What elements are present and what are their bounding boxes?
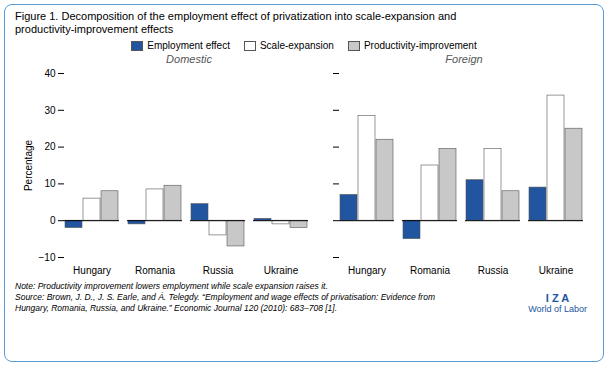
html-text:Employment effect: Employment effect — [147, 40, 230, 51]
svg-text:Russia: Russia — [203, 265, 234, 276]
html-text:Hungary, Romania, Russia, and: Hungary, Romania, Russia, and Ukraine.” … — [15, 303, 338, 313]
html-text:I Z A: I Z A — [545, 292, 570, 304]
svg-text:Ukraine: Ukraine — [264, 265, 299, 276]
svg-text:Romania: Romania — [135, 265, 175, 276]
html-text:World of Labor: World of Labor — [528, 304, 587, 314]
html-text:Foreign: Foreign — [445, 53, 483, 65]
svg-text:Romania: Romania — [410, 265, 450, 276]
svg-text:20: 20 — [44, 141, 56, 152]
html-text:Figure 1. Decomposition of the: Figure 1. Decomposition of the employmen… — [15, 10, 457, 22]
html-text:Scale-expansion: Scale-expansion — [259, 40, 334, 51]
html-text:Note: Productivity improvement: Note: Productivity improvement lowers em… — [15, 281, 328, 291]
svg-text:10: 10 — [44, 178, 56, 189]
svg-text:Hungary: Hungary — [73, 265, 111, 276]
svg-text:Hungary: Hungary — [348, 265, 386, 276]
svg-text:0: 0 — [50, 215, 56, 226]
svg-text:Russia: Russia — [478, 265, 509, 276]
svg-text:Percentage: Percentage — [23, 139, 34, 191]
html-text:productivity-improvement effec: productivity-improvement effects — [15, 23, 174, 35]
html-text:Source: Brown, J. D., J. S. Ea: Source: Brown, J. D., J. S. Earle, and Á… — [15, 292, 435, 302]
svg-text:−10: −10 — [39, 252, 56, 263]
svg-text:30: 30 — [44, 105, 56, 116]
svg-text:Ukraine: Ukraine — [539, 265, 574, 276]
html-text:Domestic: Domestic — [166, 53, 212, 65]
html-text:Productivity-improvement: Productivity-improvement — [363, 40, 477, 51]
svg-text:40: 40 — [44, 68, 56, 79]
